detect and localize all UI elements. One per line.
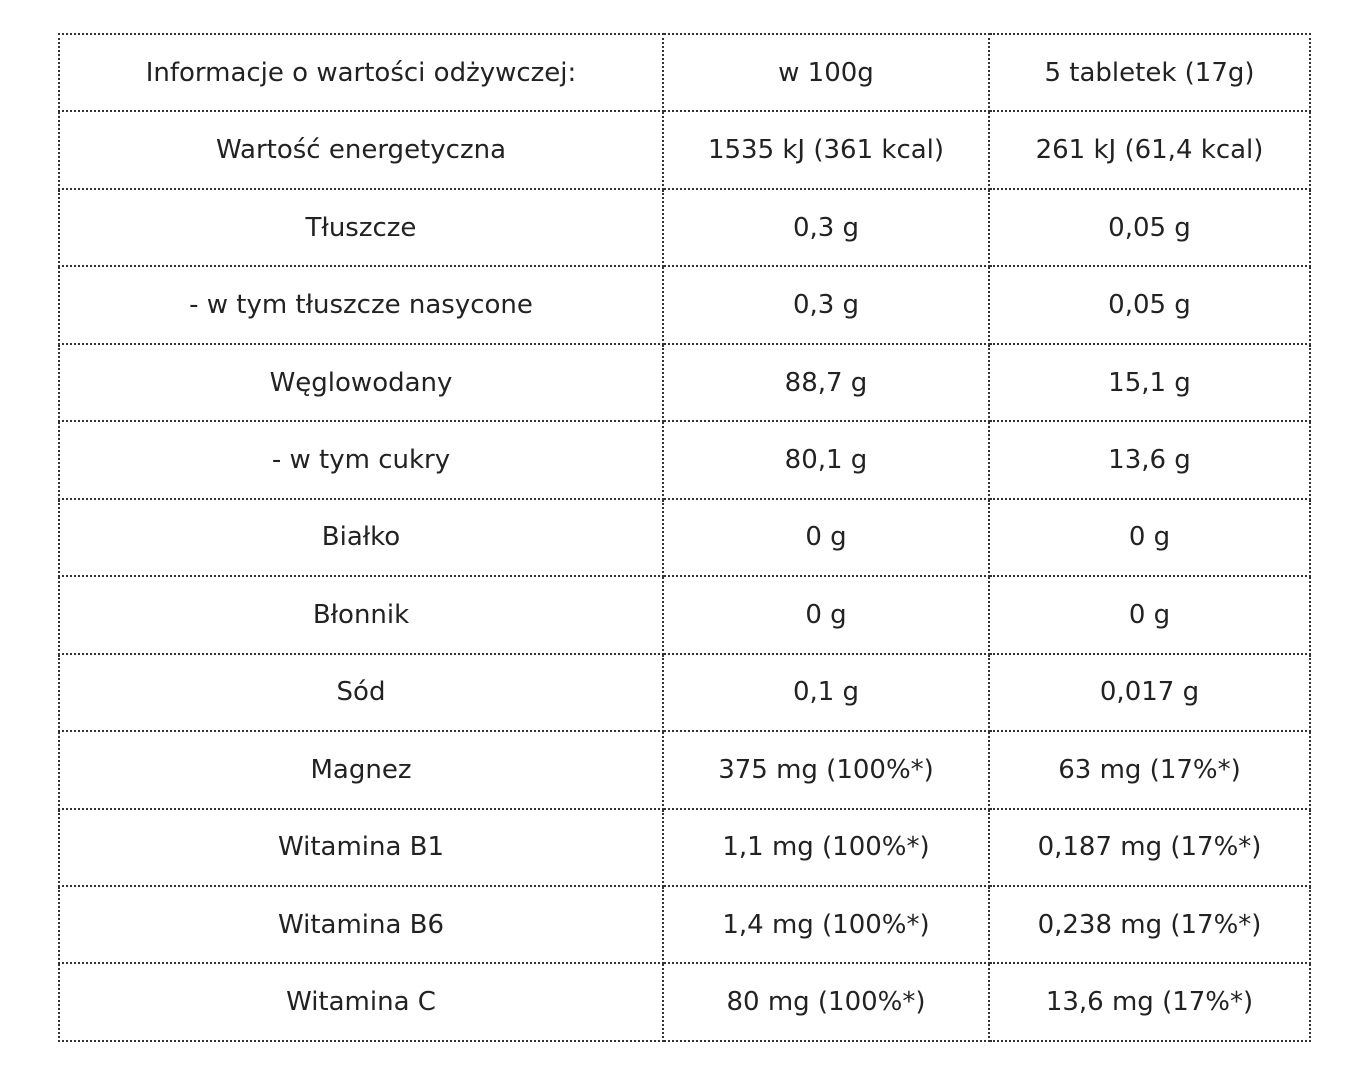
table-cell: 0,238 mg (17%*) <box>988 884 1311 965</box>
table-row: Węglowodany 88,7 g 15,1 g <box>58 342 1311 423</box>
table-cell: 80,1 g <box>662 420 990 500</box>
table-cell: 0,05 g <box>988 187 1311 268</box>
table-cell: Sód <box>58 652 664 733</box>
table-cell: 80 mg (100%*) <box>662 962 990 1042</box>
table-cell: Witamina B1 <box>58 807 664 887</box>
table-cell: 0 g <box>662 497 990 578</box>
table-cell: Witamina C <box>58 962 664 1042</box>
table-row: Witamina B6 1,4 mg (100%*) 0,238 mg (17%*) <box>58 884 1311 965</box>
table-cell: 15,1 g <box>988 342 1311 423</box>
table-cell: 0,3 g <box>662 265 990 345</box>
table-cell: 1535 kJ (361 kcal) <box>662 110 990 190</box>
table-cell: Błonnik <box>58 575 664 655</box>
table-cell: 13,6 mg (17%*) <box>988 962 1311 1042</box>
table-row: - w tym tłuszcze nasycone 0,3 g 0,05 g <box>58 265 1311 345</box>
table-row: Sód 0,1 g 0,017 g <box>58 652 1311 733</box>
table-cell: 63 mg (17%*) <box>988 730 1311 810</box>
table-cell: Witamina B6 <box>58 884 664 965</box>
table-cell: 1,1 mg (100%*) <box>662 807 990 887</box>
table-cell: 0 g <box>662 575 990 655</box>
table-cell: 375 mg (100%*) <box>662 730 990 810</box>
header-row: Informacje o wartości odżywczej: w 100g 5 … <box>58 32 1311 113</box>
table-row: Witamina B1 1,1 mg (100%*) 0,187 mg (17%*) <box>58 807 1311 887</box>
table-cell: 0,3 g <box>662 187 990 268</box>
table-cell: Węglowodany <box>58 342 664 423</box>
nutrition-table: Informacje o wartości odżywczej: w 100g 5 … <box>58 32 1311 1042</box>
table-cell: 13,6 g <box>988 420 1311 500</box>
table-cell: - w tym tłuszcze nasycone <box>58 265 664 345</box>
table-cell: w 100g <box>662 32 990 113</box>
table-cell: 0,187 mg (17%*) <box>988 807 1311 887</box>
table-row: Wartość energetyczna 1535 kJ (361 kcal) 26… <box>58 110 1311 190</box>
table-cell: 0,05 g <box>988 265 1311 345</box>
table-cell: 0 g <box>988 497 1311 578</box>
table-row: - w tym cukry 80,1 g 13,6 g <box>58 420 1311 500</box>
table-cell: 0 g <box>988 575 1311 655</box>
table-cell: Informacje o wartości odżywczej: <box>58 32 664 113</box>
table-row: Tłuszcze 0,3 g 0,05 g <box>58 187 1311 268</box>
table-cell: 261 kJ (61,4 kcal) <box>988 110 1311 190</box>
table-row: Magnez 375 mg (100%*) 63 mg (17%*) <box>58 730 1311 810</box>
table-cell: Tłuszcze <box>58 187 664 268</box>
table-cell: 5 tabletek (17g) <box>988 32 1311 113</box>
table-cell: 0,1 g <box>662 652 990 733</box>
table-cell: Magnez <box>58 730 664 810</box>
table-cell: 88,7 g <box>662 342 990 423</box>
table-cell: Białko <box>58 497 664 578</box>
table-row: Witamina C 80 mg (100%*) 13,6 mg (17%*) <box>58 962 1311 1042</box>
table-cell: - w tym cukry <box>58 420 664 500</box>
table-cell: 0,017 g <box>988 652 1311 733</box>
table-cell: Wartość energetyczna <box>58 110 664 190</box>
table-cell: 1,4 mg (100%*) <box>662 884 990 965</box>
